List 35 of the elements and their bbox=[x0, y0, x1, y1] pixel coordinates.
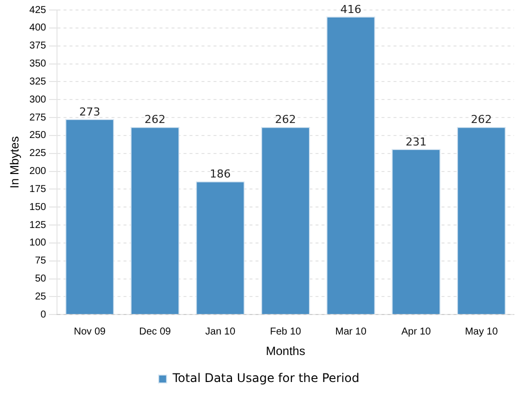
data-label: 273 bbox=[79, 105, 100, 118]
data-label: 262 bbox=[275, 113, 296, 126]
data-label: 416 bbox=[340, 2, 362, 16]
y-tick-label: 0 bbox=[40, 309, 47, 320]
x-tick-label: Apr 10 bbox=[401, 326, 432, 338]
x-tick-label: Jan 10 bbox=[205, 326, 236, 338]
x-tick-label: Nov 09 bbox=[74, 326, 106, 338]
x-tick-label: May 10 bbox=[464, 326, 498, 338]
y-tick-label: 225 bbox=[29, 148, 47, 160]
x-tick-label: Mar 10 bbox=[335, 326, 367, 338]
x-axis-title: Months bbox=[266, 344, 306, 358]
x-tick-label: Feb 10 bbox=[270, 326, 302, 338]
y-tick-label: 425 bbox=[29, 4, 47, 16]
y-tick-label: 125 bbox=[29, 220, 47, 231]
y-tick-label: 300 bbox=[29, 94, 47, 106]
y-tick-label: 200 bbox=[29, 166, 47, 178]
y-tick-label: 175 bbox=[29, 184, 47, 195]
data-label: 262 bbox=[470, 113, 492, 126]
y-axis-title: In Mbytes bbox=[8, 136, 22, 188]
data-label: 231 bbox=[406, 135, 427, 148]
y-tick-label: 150 bbox=[29, 202, 47, 213]
y-tick-label: 400 bbox=[29, 22, 47, 34]
y-tick-label: 75 bbox=[34, 256, 47, 267]
legend-label: Total Data Usage for the Period bbox=[172, 371, 360, 386]
y-tick-label: 25 bbox=[34, 291, 47, 302]
y-tick-label: 250 bbox=[29, 130, 47, 142]
y-tick-label: 50 bbox=[34, 274, 47, 285]
y-tick-label: 350 bbox=[29, 58, 47, 70]
y-tick-label: 275 bbox=[29, 112, 47, 124]
y-tick-label: 325 bbox=[29, 76, 47, 88]
data-label: 262 bbox=[144, 113, 166, 126]
data-label: 186 bbox=[210, 168, 231, 181]
y-tick-label: 375 bbox=[29, 40, 47, 52]
y-tick-label: 100 bbox=[29, 238, 47, 249]
x-tick-label: Dec 09 bbox=[139, 326, 172, 338]
